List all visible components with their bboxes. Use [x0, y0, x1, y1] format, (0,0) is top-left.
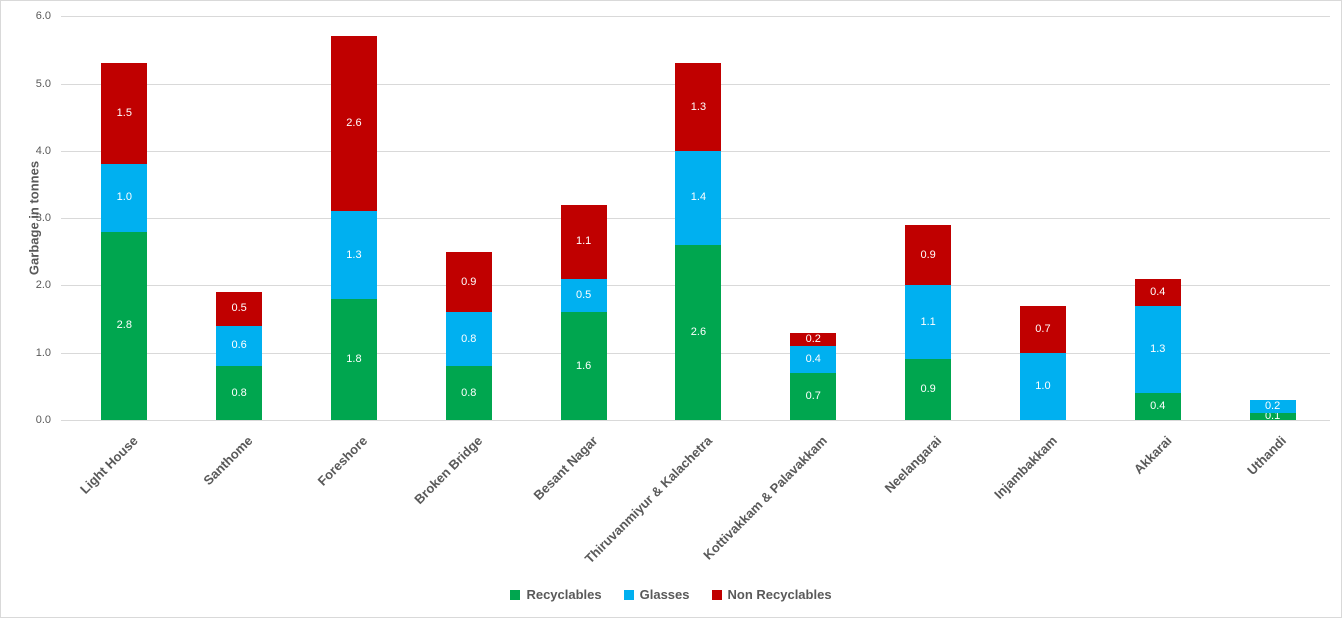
bar-value-label: 2.6	[346, 117, 362, 130]
bar-segment: 1.1	[560, 204, 607, 279]
legend-item: Recyclables	[510, 587, 602, 602]
x-axis-label: Besant Nagar	[530, 433, 601, 503]
bar-segment: 2.6	[675, 245, 722, 420]
bar-value-label: 0.9	[920, 248, 936, 261]
gridline	[61, 16, 1330, 17]
legend-item: Non Recyclables	[711, 587, 832, 602]
bar-segment: 0.9	[905, 359, 952, 420]
bar-value-label: 2.6	[690, 326, 707, 338]
bar-segment: 1.3	[1134, 305, 1181, 394]
bar-value-label: 0.5	[575, 288, 592, 301]
bar-value-label: 2.8	[116, 319, 132, 332]
bar-value-label: 1.3	[1150, 342, 1166, 355]
bar-segment: 0.2	[790, 332, 837, 346]
bar-segment: 0.8	[445, 366, 492, 420]
legend-item: Glasses	[623, 587, 690, 602]
bar-value-label: 1.1	[920, 315, 936, 328]
bar-value-label: 0.5	[231, 302, 247, 315]
bar-value-label: 0.2	[805, 332, 821, 345]
bar-segment: 1.3	[675, 63, 722, 151]
bar-value-label: 0.8	[461, 332, 477, 345]
x-axis-label: Foreshore	[315, 433, 371, 489]
x-axis-label: Light House	[77, 433, 141, 497]
bar-segment: 0.2	[1249, 399, 1296, 414]
y-axis-tick-label: 6.0	[35, 10, 51, 22]
bar-segment: 0.9	[445, 251, 492, 313]
bar-value-label: 0.9	[920, 383, 936, 396]
bar-value-label: 0.8	[461, 386, 477, 399]
bar-value-label: 1.3	[690, 100, 707, 113]
bar-value-label: 0.6	[231, 339, 247, 352]
x-axis-label: Santhome	[200, 433, 256, 489]
x-axis-label: Thiruvanmiyur & Kalachetra	[581, 433, 716, 567]
bar-value-label: 1.0	[1035, 379, 1051, 392]
bar-value-label: 1.8	[346, 352, 362, 365]
bar-value-label: 0.7	[1035, 322, 1051, 335]
bar-segment: 0.4	[790, 345, 837, 373]
y-axis-tick-label: 1.0	[35, 347, 51, 359]
x-axis-label: Injambakkam	[990, 433, 1060, 502]
bar-value-label: 1.0	[116, 191, 132, 204]
x-axis-label: Uthandi	[1244, 433, 1290, 478]
legend-label: Recyclables	[526, 587, 602, 602]
bar-segment: 0.8	[445, 312, 492, 367]
bar-value-label: 0.4	[1150, 400, 1166, 413]
bar-segment: 0.6	[216, 325, 263, 367]
legend: Recyclables Glasses Non Recyclables	[1, 587, 1341, 602]
bar-segment: 1.5	[101, 63, 148, 165]
bar-segment: 0.5	[560, 278, 607, 313]
bar-value-label: 1.4	[690, 191, 707, 204]
y-axis-tick-label: 2.0	[35, 279, 51, 291]
bar-segment: 0.1	[1249, 410, 1296, 423]
bar-segment: 0.4	[1134, 393, 1181, 420]
bar-segment: 1.6	[560, 312, 607, 420]
bar-segment: 0.4	[1134, 278, 1181, 306]
bar-value-label: 0.2	[1264, 400, 1281, 413]
x-axis-label: Kottivakkam & Palavakkam	[700, 433, 830, 563]
y-axis-tick-label: 4.0	[35, 145, 51, 157]
y-axis-tick-label: 0.0	[35, 414, 51, 426]
legend-label: Non Recyclables	[727, 587, 832, 602]
bar-segment: 0.8	[216, 366, 263, 420]
bar-segment: 1.1	[905, 285, 952, 360]
legend-color-swatch	[623, 589, 634, 600]
bar-segment: 1.0	[1019, 352, 1066, 420]
bar-value-label: 0.8	[231, 386, 247, 399]
bar-value-label: 1.3	[346, 248, 362, 261]
legend-color-swatch	[711, 589, 722, 600]
bar-value-label: 0.1	[1264, 410, 1281, 423]
y-axis-tick-label: 3.0	[35, 212, 51, 224]
x-axis-label: Akkarai	[1130, 433, 1175, 477]
bar-value-label: 0.7	[805, 389, 821, 402]
bar-segment: 2.6	[330, 36, 377, 212]
bar-segment: 1.3	[330, 211, 377, 299]
bar-value-label: 1.1	[575, 235, 592, 248]
bar-segment: 0.9	[905, 224, 952, 286]
bar-segment: 1.4	[675, 150, 722, 246]
legend-label: Glasses	[639, 587, 690, 602]
x-axis-label: Neelangarai	[882, 433, 945, 496]
bar-segment: 2.8	[101, 231, 148, 420]
bar-segment: 0.7	[1019, 305, 1066, 353]
bar-value-label: 1.5	[116, 107, 132, 120]
legend-color-swatch	[510, 589, 521, 600]
bar-segment: 1.0	[101, 164, 148, 232]
x-axis-label: Broken Bridge	[411, 433, 486, 507]
bar-segment: 0.5	[216, 292, 263, 326]
bar-segment: 1.8	[330, 298, 377, 420]
bar-segment: 0.7	[790, 372, 837, 420]
gridline	[61, 420, 1330, 421]
y-axis-tick-label: 5.0	[35, 78, 51, 90]
bar-value-label: 1.6	[575, 359, 592, 372]
bar-value-label: 0.4	[805, 352, 821, 365]
bar-value-label: 0.4	[1150, 285, 1166, 298]
bar-value-label: 0.9	[461, 275, 477, 288]
